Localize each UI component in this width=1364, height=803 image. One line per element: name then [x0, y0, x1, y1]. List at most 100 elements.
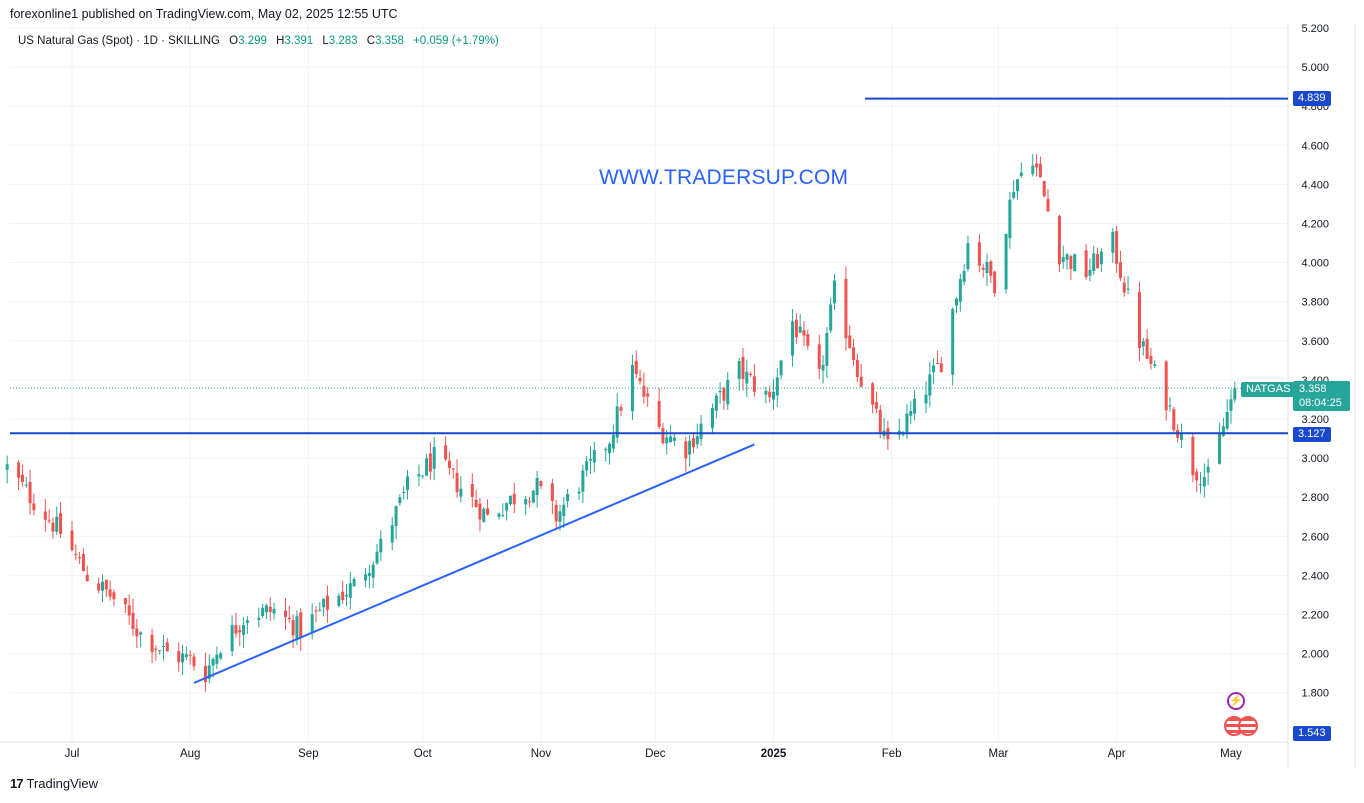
website-watermark: WWW.TRADERSUP.COM: [599, 166, 849, 189]
candle-body: [112, 592, 116, 600]
candle-body: [325, 595, 329, 610]
candle-body: [1069, 256, 1073, 269]
candle-body: [318, 609, 322, 611]
open-value: 3.299: [238, 35, 267, 47]
y-tick-label: 2.600: [1301, 531, 1329, 543]
candle-body: [1088, 269, 1092, 276]
event-icon-lightning[interactable]: ⚡: [1227, 692, 1245, 710]
candle-body: [379, 538, 383, 553]
candle-body: [505, 503, 509, 511]
candle-body: [779, 360, 783, 376]
candle-body: [470, 484, 474, 497]
candle-body: [535, 478, 539, 495]
candle-body: [188, 654, 192, 656]
symbol-legend: US Natural Gas (Spot) · 1D · SKILLING O3…: [18, 35, 499, 47]
candle-body: [852, 347, 856, 361]
candle-body: [211, 659, 215, 666]
chart-area[interactable]: 1.800 2.000 2.200 2.400 2.600 2.800 3.000 3.200…: [0, 24, 1364, 767]
candle-body: [447, 460, 451, 468]
candle-body: [371, 564, 375, 578]
candle-body: [859, 376, 863, 387]
candle-body: [848, 335, 852, 348]
candle-body: [737, 361, 741, 379]
candle-body: [1225, 412, 1229, 429]
event-icon-flags[interactable]: [1224, 716, 1264, 738]
candle-body: [17, 462, 21, 478]
ascending-trendline: [193, 443, 755, 684]
candle-body: [741, 357, 745, 379]
y-tick-label: 3.000: [1301, 453, 1329, 465]
candle-body: [337, 595, 341, 606]
candle-body: [28, 481, 32, 504]
candle-body: [1008, 199, 1012, 239]
candle-body: [192, 656, 196, 667]
candle-body: [284, 610, 287, 617]
candle-body: [577, 491, 581, 494]
candle-body: [1065, 254, 1069, 260]
price-chart[interactable]: 1.800 2.000 2.200 2.400 2.600 2.800 3.000 3.200…: [0, 24, 1364, 767]
candle-body: [1206, 466, 1210, 473]
candle-body: [108, 589, 112, 597]
candle-body: [669, 436, 673, 443]
candle-body: [367, 573, 371, 577]
y-tick-label: 1.800: [1301, 688, 1329, 700]
candle-body: [428, 453, 432, 472]
y-tick-label: 3.200: [1301, 414, 1329, 426]
last-price-value: 3.358: [1299, 383, 1327, 395]
candle-body: [985, 261, 989, 273]
candle-body: [234, 625, 238, 634]
tradingview-logo-icon: 17: [10, 776, 24, 791]
candle-body: [806, 334, 810, 346]
candle-body: [798, 326, 802, 333]
candle-body: [1096, 254, 1100, 269]
candle-body: [295, 616, 299, 640]
candle-body: [131, 612, 135, 630]
tradingview-footer[interactable]: 17 TradingView: [10, 776, 98, 791]
candle-body: [455, 472, 459, 493]
candle-body: [531, 490, 535, 503]
candle-body: [550, 483, 554, 502]
candle-body: [5, 464, 9, 470]
candle-body: [589, 458, 592, 461]
candle-body: [932, 365, 936, 373]
candle-body: [611, 434, 615, 449]
candle-body: [939, 363, 943, 373]
candle-body: [59, 513, 63, 534]
candle-body: [878, 409, 882, 433]
candle-body: [684, 441, 688, 459]
candle-body: [1126, 288, 1130, 290]
candle-body: [1149, 355, 1153, 364]
candle-body: [1035, 163, 1039, 168]
candle-body: [242, 625, 246, 635]
candle-body: [1073, 254, 1077, 272]
candle-body: [78, 557, 82, 559]
candle-body: [70, 530, 74, 550]
y-tick-label: 4.600: [1301, 140, 1329, 152]
candle-body: [1031, 165, 1035, 175]
candle-body: [619, 407, 623, 411]
candle-body: [928, 374, 932, 396]
candle-body: [772, 391, 775, 400]
candle-body: [207, 665, 211, 679]
candle-body: [726, 380, 730, 405]
candle-body: [752, 376, 756, 392]
candle-body: [1199, 484, 1202, 486]
candle-body: [905, 413, 909, 435]
candle-body: [139, 632, 143, 635]
candle-body: [352, 578, 356, 586]
candle-body: [32, 503, 36, 511]
candle-body: [691, 438, 695, 448]
candle-body: [1141, 341, 1145, 347]
candle-body: [688, 440, 692, 455]
candle-body: [444, 445, 448, 460]
candle-body: [501, 514, 505, 516]
symbol-name: US Natural Gas (Spot) · 1D · SKILLING: [18, 35, 220, 47]
x-tick-label: Jul: [65, 748, 80, 760]
candle-body: [123, 598, 127, 605]
y-tick-label: 2.800: [1301, 492, 1329, 504]
candle-body: [1111, 231, 1115, 253]
candle-body: [585, 461, 589, 471]
candle-body: [47, 520, 51, 522]
candle-body: [432, 446, 436, 469]
candle-body: [85, 574, 89, 582]
